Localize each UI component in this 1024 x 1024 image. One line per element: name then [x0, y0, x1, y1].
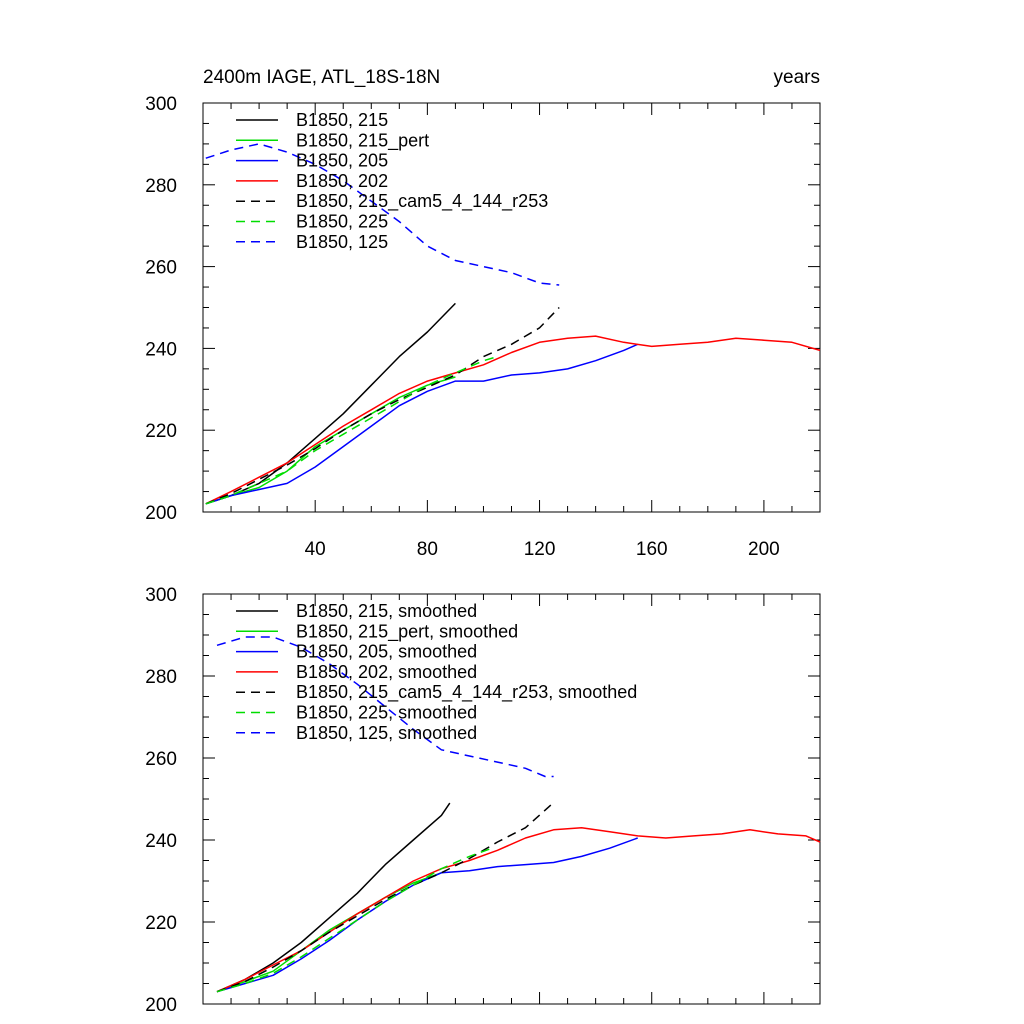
- y-tick-label: 220: [145, 421, 177, 442]
- y-tick-label: 200: [145, 995, 177, 1016]
- y-tick-label: 200: [145, 503, 177, 524]
- y-tick-label: 260: [145, 749, 177, 770]
- legend-label: B1850, 215_pert, smoothed: [296, 621, 518, 642]
- legend-label: B1850, 215: [296, 110, 388, 130]
- series-line: [216, 847, 493, 993]
- series-line: [216, 636, 554, 778]
- legend-label: B1850, 225: [296, 212, 388, 232]
- y-tick-label: 260: [145, 258, 177, 279]
- x-tick-label: 40: [305, 539, 326, 560]
- series-line: [216, 872, 442, 993]
- top-panel: 200 220 240 260 280 300 40 80 120 160 200 B1850, 21…: [145, 94, 821, 560]
- legend-label: B1850, 225, smoothed: [296, 703, 477, 723]
- series-line: [205, 343, 638, 505]
- legend-label: B1850, 125, smoothed: [296, 723, 477, 743]
- legend-label: B1850, 215_cam5_4_144_r253, smoothed: [296, 682, 637, 703]
- legend-label: B1850, 202: [296, 171, 388, 191]
- legend-label: B1850, 205, smoothed: [296, 642, 477, 662]
- series-line: [205, 376, 456, 505]
- legend-label: B1850, 125: [296, 232, 388, 252]
- y-tick-label: 300: [145, 585, 177, 606]
- series-line: [216, 837, 638, 993]
- y-tick-label: 240: [145, 831, 177, 852]
- series-line: [216, 804, 552, 993]
- series-line: [205, 355, 498, 505]
- legend-label: B1850, 215, smoothed: [296, 601, 477, 621]
- series-line: [216, 826, 821, 993]
- chart-title-left: 2400m IAGE, ATL_18S-18N: [203, 67, 440, 88]
- series-line: [205, 143, 560, 286]
- legend-label: B1850, 215_pert: [296, 130, 429, 151]
- series-line: [216, 802, 451, 993]
- x-tick-label: 120: [524, 539, 556, 560]
- x-tick-label: 80: [417, 539, 438, 560]
- series-line: [205, 335, 821, 505]
- x-tick-label: 200: [748, 539, 780, 560]
- chart-units-label: years: [774, 67, 820, 88]
- legend-label: B1850, 202, smoothed: [296, 662, 477, 682]
- x-tick-label: 160: [636, 539, 668, 560]
- y-tick-label: 280: [145, 667, 177, 688]
- legend-label: B1850, 205: [296, 151, 388, 171]
- y-tick-label: 220: [145, 913, 177, 934]
- series-line: [205, 302, 456, 505]
- y-tick-label: 280: [145, 176, 177, 197]
- y-tick-label: 240: [145, 339, 177, 360]
- y-tick-label: 300: [145, 94, 177, 115]
- series-line: [205, 306, 560, 505]
- legend-label: B1850, 215_cam5_4_144_r253: [296, 191, 548, 212]
